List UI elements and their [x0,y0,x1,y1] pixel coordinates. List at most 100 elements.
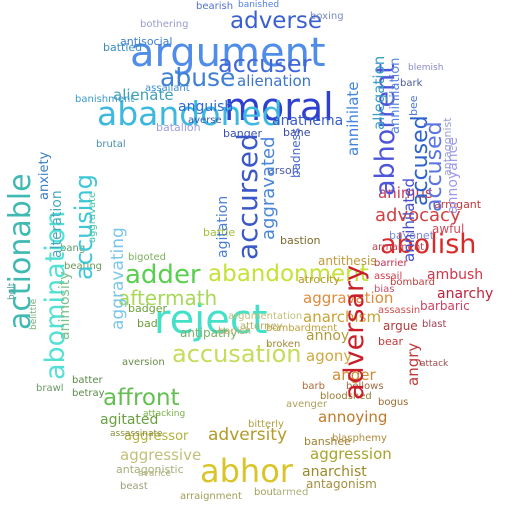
word: avarice [138,469,172,479]
word: armament [372,242,425,253]
word: bad [137,317,158,330]
word: aggravation [303,289,394,307]
word: annoy [306,328,350,344]
word: anarchism [303,308,382,326]
word-vertical: annihilated [400,177,418,262]
word: accuser [218,50,312,78]
word-vertical: aggravate [87,191,98,243]
word: blasphemy [332,433,387,444]
word: antithesis [318,254,377,268]
word: abhor [200,452,293,490]
word: abandoned [97,94,283,133]
word: anarchy [437,286,494,302]
word: bloodshed [320,391,372,402]
word: antagonism [306,477,377,491]
word: blast [422,319,447,330]
word: attack [420,359,449,369]
word: barb [302,381,325,392]
word: anathema [272,113,344,129]
word: bark [400,78,423,89]
word: batter [72,375,103,386]
word: bang [60,243,86,254]
word: assail [374,271,403,282]
word: abandonment [208,261,369,287]
word: adversity [208,425,288,445]
word-vertical: annihilate [344,81,362,156]
word: agony [306,347,353,365]
word: adverse [230,8,323,34]
word: armed [276,487,309,498]
word-vertical: agitation [215,195,231,258]
word-vertical: allegation [370,55,388,130]
word: badger [128,302,167,315]
word: alienate [113,86,174,104]
word: bearish [196,1,234,12]
word: bout [254,487,277,498]
word: attacking [143,409,186,419]
word: assailant [145,83,190,94]
word: bane [283,126,311,139]
word-vertical: bolt [7,282,17,300]
word: aversion [122,357,165,368]
word: anger [332,366,376,384]
word: banshee [304,435,351,448]
word-vertical: aggravating [108,227,128,330]
word: assassin [378,305,421,316]
word: agitated [100,412,159,428]
word: arson [268,164,299,177]
word: arrogant [434,198,482,211]
word: atrocity [298,273,340,286]
word: ambush [427,267,484,283]
word: bayonet [389,229,435,242]
word: barbaric [420,299,470,313]
word-vertical: aggravated [258,136,279,240]
word-vertical: animosity [57,271,73,340]
word-vertical: belittle [29,298,39,330]
word-vertical: anxiety [37,151,52,200]
word: aftermath [118,286,218,310]
word: reject [154,297,268,343]
word: beating [64,261,103,272]
word: aggressive [120,446,202,464]
word: boxing [310,11,344,22]
word: brawl [36,383,64,394]
word: avenger [286,399,328,410]
word: bombard [390,277,435,288]
word-vertical: annihilation [388,57,403,134]
word: bellows [346,381,384,392]
word: beast [120,481,148,492]
word: banishment [75,94,135,105]
word-vertical: alteration [49,190,65,258]
word: banished [238,0,280,10]
word: affront [103,385,180,411]
word-vertical: adversary [339,264,370,400]
word: annoying [318,408,388,426]
word: barrier [374,258,408,269]
word: antagonistic [116,463,184,476]
word-vertical: bee [407,95,420,116]
word: bombardment [266,323,338,334]
word: awful [432,222,465,236]
word: bothering [140,19,189,30]
word: batalion [156,121,201,134]
word: arraignment [180,491,242,502]
word: brutal [96,139,126,150]
word: blemish [408,63,444,73]
word: abolish [380,229,477,260]
word: bogus [378,397,409,408]
word: broken [266,339,301,350]
word: bitterly [248,419,284,430]
word: aggression [310,445,392,463]
center-hole [229,201,291,301]
word: moral [224,85,334,129]
word: antipathy [180,326,238,340]
word: bastion [280,234,321,247]
word: accusation [172,340,302,368]
word: argue [383,319,418,333]
word: advocacy [375,205,461,226]
word: aggressor [124,429,189,444]
word: anguish [178,99,234,115]
word: adder [125,260,201,290]
word-vertical: antagonist [441,117,454,176]
word: battle [203,226,236,239]
